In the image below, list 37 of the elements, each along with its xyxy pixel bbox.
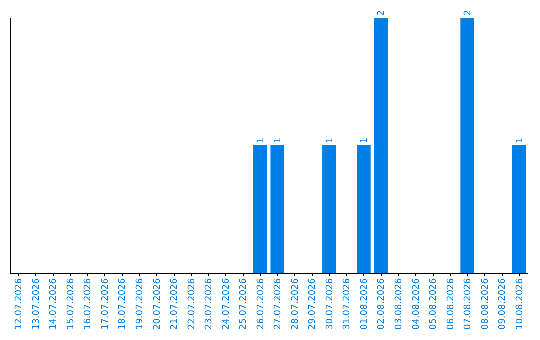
x-tick-label: 15.07.2026 bbox=[66, 278, 76, 330]
x-tick-label: 21.07.2026 bbox=[170, 278, 180, 330]
x-tick-label: 18.07.2026 bbox=[118, 278, 128, 330]
x-tick-label: 09.08.2026 bbox=[498, 278, 508, 330]
data-label: 1 bbox=[515, 138, 526, 144]
x-tick-label: 30.07.2026 bbox=[325, 278, 336, 330]
x-tick-label: 02.08.2026 bbox=[377, 278, 388, 330]
x-tick-label: 24.07.2026 bbox=[222, 278, 232, 330]
x-tick-label: 06.08.2026 bbox=[446, 278, 456, 330]
x-tick-label: 14.07.2026 bbox=[49, 278, 60, 330]
data-label: 1 bbox=[325, 138, 336, 144]
x-tick-label: 07.08.2026 bbox=[464, 278, 474, 330]
x-tick-label: 05.08.2026 bbox=[429, 278, 440, 330]
data-label: 1 bbox=[360, 138, 370, 144]
x-tick-label: 20.07.2026 bbox=[152, 278, 163, 330]
x-tick-label: 27.07.2026 bbox=[274, 278, 284, 330]
x-tick-label: 19.07.2026 bbox=[136, 278, 146, 330]
data-label: 2 bbox=[464, 10, 474, 16]
x-tick-label: 29.07.2026 bbox=[308, 278, 318, 330]
x-tick-label: 01.08.2026 bbox=[360, 278, 370, 330]
x-tick-label: 23.07.2026 bbox=[204, 278, 215, 330]
data-label: 2 bbox=[377, 10, 388, 16]
x-tick-label: 13.07.2026 bbox=[32, 278, 42, 330]
x-tick-label: 10.08.2026 bbox=[515, 278, 526, 330]
data-label: 1 bbox=[274, 138, 284, 144]
x-tick-label: 26.07.2026 bbox=[256, 278, 266, 330]
x-tick-label: 25.07.2026 bbox=[239, 278, 250, 330]
data-label: 1 bbox=[256, 138, 266, 144]
x-tick-label: 31.07.2026 bbox=[342, 278, 353, 330]
x-tick-label: 17.07.2026 bbox=[100, 278, 111, 330]
x-tick-label: 08.08.2026 bbox=[480, 278, 491, 330]
x-tick-label: 04.08.2026 bbox=[412, 278, 422, 330]
x-tick-label: 16.07.2026 bbox=[84, 278, 94, 330]
x-tick-label: 03.08.2026 bbox=[394, 278, 404, 330]
x-tick-label: 22.07.2026 bbox=[187, 278, 198, 330]
x-tick-label: 28.07.2026 bbox=[290, 278, 301, 330]
x-tick-label: 12.07.2026 bbox=[14, 278, 25, 330]
